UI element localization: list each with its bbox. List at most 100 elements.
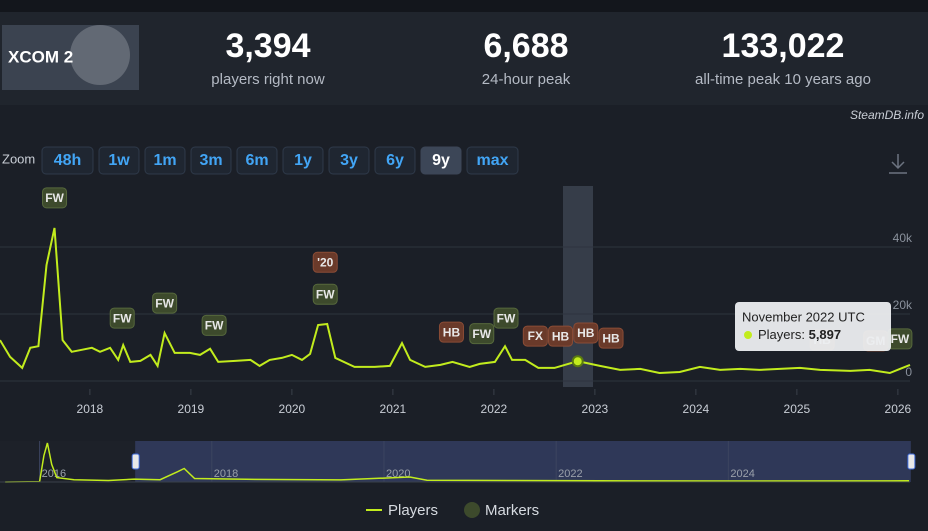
tooltip-label: Players: bbox=[758, 327, 805, 342]
zoom-label: Zoom bbox=[2, 151, 35, 166]
zoom-button-label[interactable]: 9y bbox=[432, 152, 450, 169]
marker-label: FW bbox=[891, 332, 910, 346]
navigator-selection[interactable] bbox=[135, 441, 911, 482]
zoom-button-label[interactable]: 1w bbox=[108, 152, 130, 169]
marker-label: FW bbox=[472, 327, 491, 341]
marker-label: HB bbox=[602, 331, 620, 345]
event-marker[interactable]: HB bbox=[598, 327, 624, 349]
marker-label: FW bbox=[113, 311, 132, 325]
hover-point bbox=[571, 355, 584, 368]
game-name: XCOM 2 bbox=[8, 47, 73, 66]
tooltip-swatch bbox=[744, 331, 752, 339]
event-marker[interactable]: FW bbox=[887, 328, 913, 350]
tooltip-title: November 2022 UTC bbox=[742, 309, 865, 324]
zoom-button[interactable] bbox=[420, 146, 462, 175]
zoom-button-label[interactable]: 3m bbox=[199, 152, 222, 169]
zoom-button-label[interactable]: 6m bbox=[245, 152, 268, 169]
zoom-button[interactable] bbox=[282, 146, 324, 175]
event-marker[interactable]: FW bbox=[109, 307, 135, 329]
zoom-button[interactable] bbox=[466, 146, 519, 175]
x-tick-label: 2024 bbox=[683, 402, 710, 416]
zoom-button[interactable] bbox=[41, 146, 94, 175]
zoom-button[interactable] bbox=[98, 146, 140, 175]
event-marker[interactable]: '20 bbox=[312, 251, 338, 273]
zoom-button-label[interactable]: max bbox=[476, 152, 508, 169]
navigator-tick-label: 2018 bbox=[214, 468, 238, 480]
navigator-handle[interactable] bbox=[131, 453, 140, 470]
marker-badge bbox=[312, 283, 338, 305]
event-marker[interactable]: FW bbox=[469, 323, 495, 345]
event-marker[interactable]: FW bbox=[312, 283, 338, 305]
zoom-button[interactable] bbox=[190, 146, 232, 175]
marker-badge bbox=[152, 292, 178, 314]
event-marker[interactable]: FW bbox=[42, 187, 68, 209]
tooltip-value: 5,897 bbox=[809, 327, 842, 342]
x-tick-label: 2025 bbox=[784, 402, 811, 416]
marker-label: FW bbox=[155, 296, 174, 310]
marker-label: HB bbox=[552, 329, 570, 343]
zoom-button[interactable] bbox=[144, 146, 186, 175]
tooltip bbox=[735, 302, 891, 351]
marker-badge bbox=[598, 327, 624, 349]
legend-label[interactable]: Players bbox=[388, 502, 438, 519]
marker-badge bbox=[548, 325, 574, 347]
x-tick-label: 2022 bbox=[481, 402, 508, 416]
y-tick-label: 40k bbox=[893, 231, 913, 245]
navigator-tick-label: 2024 bbox=[730, 468, 754, 480]
marker-badge bbox=[201, 314, 227, 336]
download-icon[interactable] bbox=[889, 154, 907, 174]
x-tick-label: 2018 bbox=[77, 402, 104, 416]
marker-label: HB bbox=[577, 326, 595, 340]
top-strip bbox=[0, 0, 928, 12]
marker-label: FW bbox=[497, 311, 516, 325]
zoom-button[interactable] bbox=[328, 146, 370, 175]
event-marker[interactable]: FW bbox=[201, 314, 227, 336]
navigator-handle[interactable] bbox=[907, 453, 916, 470]
zoom-button[interactable] bbox=[374, 146, 416, 175]
stat-value: 133,022 bbox=[722, 27, 845, 65]
event-marker[interactable]: HB bbox=[438, 321, 464, 343]
event-marker[interactable]: FX bbox=[522, 325, 548, 347]
marker-badge bbox=[493, 307, 519, 329]
legend-marker[interactable] bbox=[464, 502, 480, 518]
marker-label: '20 bbox=[317, 255, 334, 269]
tooltip-row: Players: 5,897 bbox=[758, 327, 841, 342]
event-marker[interactable]: HB bbox=[573, 322, 599, 344]
header bbox=[0, 12, 928, 105]
x-tick-label: 2021 bbox=[380, 402, 407, 416]
event-marker[interactable]: FW bbox=[152, 292, 178, 314]
marker-label: FW bbox=[316, 287, 335, 301]
x-tick-label: 2019 bbox=[178, 402, 205, 416]
event-marker[interactable]: HB bbox=[548, 325, 574, 347]
navigator-tick-label: 2016 bbox=[42, 468, 66, 480]
credit[interactable]: SteamDB.info bbox=[850, 108, 924, 122]
y-tick-label: 20k bbox=[893, 298, 913, 312]
stat-label: players right now bbox=[211, 71, 325, 88]
stat-value: 3,394 bbox=[225, 27, 310, 65]
zoom-button-label[interactable]: 6y bbox=[386, 152, 404, 169]
marker-label: FX bbox=[528, 329, 543, 343]
zoom-button[interactable] bbox=[236, 146, 278, 175]
legend-label[interactable]: Markers bbox=[485, 502, 539, 519]
zoom-button-label[interactable]: 1y bbox=[294, 152, 312, 169]
hover-band bbox=[563, 186, 593, 387]
zoom-button-label[interactable]: 3y bbox=[340, 152, 358, 169]
marker-badge bbox=[438, 321, 464, 343]
navigator-tick-label: 2022 bbox=[558, 468, 582, 480]
stat-value: 6,688 bbox=[483, 27, 568, 65]
stat-label: 24-hour peak bbox=[482, 71, 571, 88]
marker-label: HB bbox=[443, 325, 461, 339]
zoom-button-label[interactable]: 48h bbox=[54, 152, 82, 169]
marker-badge bbox=[469, 323, 495, 345]
players-line bbox=[0, 227, 911, 375]
zoom-button-label[interactable]: 1m bbox=[153, 152, 176, 169]
x-tick-label: 2023 bbox=[582, 402, 609, 416]
logo-art bbox=[70, 25, 130, 85]
stat-label: all-time peak 10 years ago bbox=[695, 71, 871, 88]
marker-badge bbox=[42, 187, 68, 209]
marker-badge bbox=[312, 251, 338, 273]
x-tick-label: 2020 bbox=[279, 402, 306, 416]
event-marker[interactable]: FW bbox=[493, 307, 519, 329]
navigator-line bbox=[5, 442, 910, 483]
